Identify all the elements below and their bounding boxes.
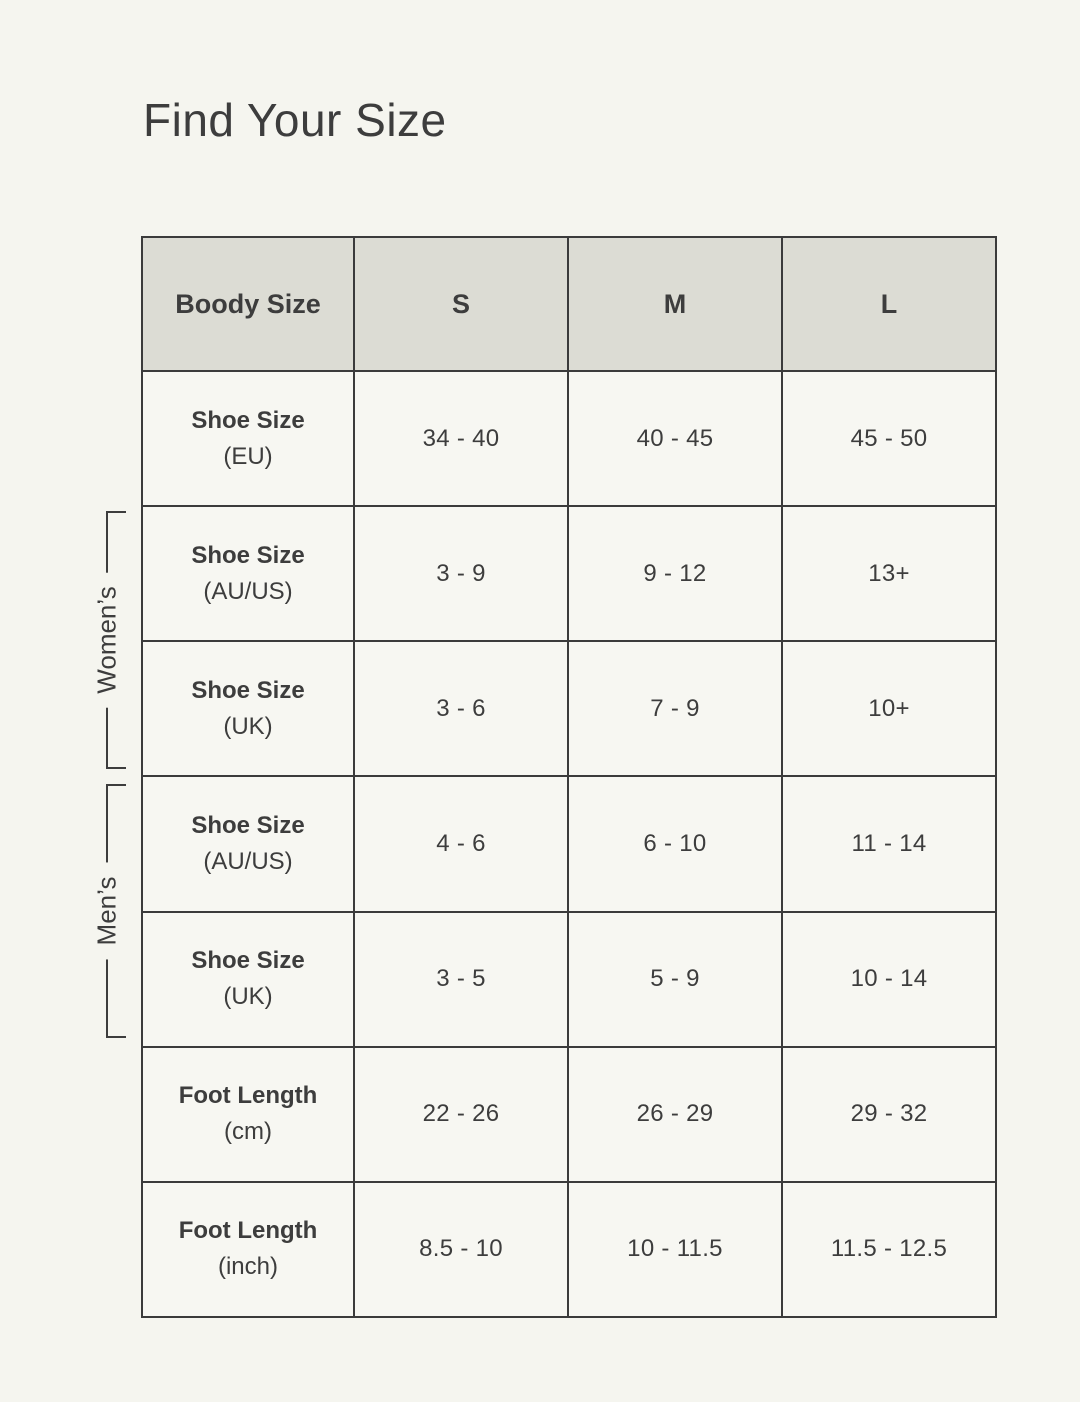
size-value-cell: 22 - 26 xyxy=(353,1045,569,1183)
size-value-cell: 13+ xyxy=(781,505,997,643)
row-label: Shoe Size (UK) xyxy=(141,640,355,778)
size-value-cell: 26 - 29 xyxy=(567,1045,783,1183)
row-label-unit: (EU) xyxy=(223,442,273,470)
mens-group-bracket: Men’s xyxy=(91,784,126,1038)
row-label-name: Shoe Size xyxy=(191,406,305,434)
size-value-cell: 11 - 14 xyxy=(781,775,997,913)
page-title: Find Your Size xyxy=(143,94,447,146)
row-label-name: Shoe Size xyxy=(191,541,305,569)
row-label: Foot Length (inch) xyxy=(141,1180,355,1319)
size-chart-table: Boody Size S M L Shoe Size (EU) 34 - 40 … xyxy=(141,236,997,1319)
row-label-unit: (AU/US) xyxy=(203,577,293,605)
row-label: Shoe Size (AU/US) xyxy=(141,505,355,643)
size-value-cell: 10 - 14 xyxy=(781,910,997,1048)
header-cell-size-s: S xyxy=(353,236,569,372)
size-value-cell: 10+ xyxy=(781,640,997,778)
womens-group-label: Women’s xyxy=(91,572,123,708)
table-row: Foot Length (inch) 8.5 - 10 10 - 11.5 11… xyxy=(141,1180,997,1319)
table-row: Shoe Size (AU/US) 4 - 6 6 - 10 11 - 14 xyxy=(141,775,997,913)
size-value-cell: 10 - 11.5 xyxy=(567,1180,783,1319)
table-row: Shoe Size (UK) 3 - 5 5 - 9 10 - 14 xyxy=(141,910,997,1048)
row-label-unit: (inch) xyxy=(217,1253,278,1281)
row-label-name: Foot Length xyxy=(178,1217,318,1245)
row-label-unit: (UK) xyxy=(223,983,273,1011)
row-label: Shoe Size (EU) xyxy=(141,369,355,508)
size-value-cell: 4 - 6 xyxy=(353,775,569,913)
table-row: Shoe Size (UK) 3 - 6 7 - 9 10+ xyxy=(141,640,997,778)
size-value-cell: 11.5 - 12.5 xyxy=(781,1180,997,1319)
row-label-name: Shoe Size xyxy=(191,947,305,975)
size-value-cell: 3 - 5 xyxy=(353,910,569,1048)
row-label-unit: (AU/US) xyxy=(203,847,293,875)
header-cell-body-size: Boody Size xyxy=(141,236,355,372)
size-value-cell: 45 - 50 xyxy=(781,369,997,508)
header-cell-size-m: M xyxy=(567,236,783,372)
row-label: Shoe Size (AU/US) xyxy=(141,775,355,913)
size-value-cell: 5 - 9 xyxy=(567,910,783,1048)
size-value-cell: 29 - 32 xyxy=(781,1045,997,1183)
size-value-cell: 3 - 9 xyxy=(353,505,569,643)
size-value-cell: 8.5 - 10 xyxy=(353,1180,569,1319)
size-value-cell: 34 - 40 xyxy=(353,369,569,508)
womens-group-bracket: Women’s xyxy=(91,511,126,769)
size-value-cell: 40 - 45 xyxy=(567,369,783,508)
size-value-cell: 9 - 12 xyxy=(567,505,783,643)
size-value-cell: 3 - 6 xyxy=(353,640,569,778)
table-row: Shoe Size (AU/US) 3 - 9 9 - 12 13+ xyxy=(141,505,997,643)
mens-group-label: Men’s xyxy=(91,862,123,960)
table-row: Foot Length (cm) 22 - 26 26 - 29 29 - 32 xyxy=(141,1045,997,1183)
row-label-unit: (UK) xyxy=(223,712,273,740)
row-label-name: Shoe Size xyxy=(191,676,305,704)
size-value-cell: 7 - 9 xyxy=(567,640,783,778)
row-label-unit: (cm) xyxy=(224,1118,272,1146)
table-row: Shoe Size (EU) 34 - 40 40 - 45 45 - 50 xyxy=(141,369,997,508)
row-label-name: Shoe Size xyxy=(191,811,305,839)
row-label-name: Foot Length xyxy=(178,1082,318,1110)
size-value-cell: 6 - 10 xyxy=(567,775,783,913)
header-cell-size-l: L xyxy=(781,236,997,372)
header-row: Boody Size S M L xyxy=(141,236,997,372)
row-label: Shoe Size (UK) xyxy=(141,910,355,1048)
row-label: Foot Length (cm) xyxy=(141,1045,355,1183)
